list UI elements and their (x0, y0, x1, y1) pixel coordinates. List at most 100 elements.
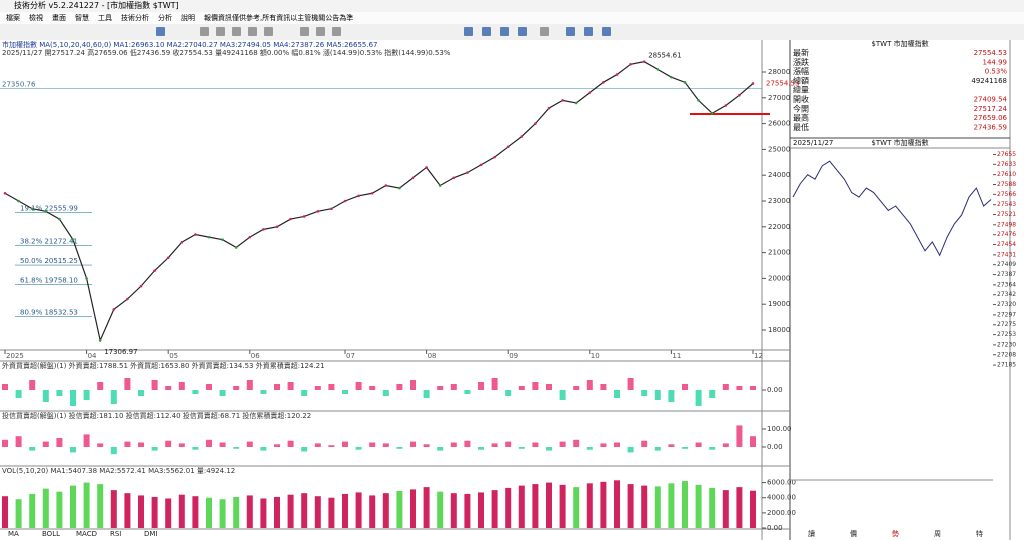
bar (491, 443, 498, 447)
tool-icon[interactable] (500, 27, 509, 36)
bar (423, 390, 430, 398)
bar (314, 386, 321, 390)
menu-item[interactable]: 工具 (98, 14, 112, 22)
y-tick-label: 19000 (768, 300, 790, 308)
menu-item[interactable]: 報價資訊僅供參考,所有資訊以主管機關公告為準 (204, 14, 354, 22)
bar (328, 445, 335, 447)
bar (722, 490, 729, 528)
indicator-tab[interactable]: RSI (110, 530, 121, 538)
bar (219, 442, 226, 447)
bar (736, 425, 743, 447)
price-point (751, 82, 755, 85)
bar (219, 499, 226, 528)
bar (192, 496, 199, 528)
menu-item[interactable]: 技術分析 (121, 14, 149, 22)
tool-icon[interactable] (584, 27, 593, 36)
bar (586, 483, 593, 528)
fib-label: 50.0% 20515.25 (20, 257, 78, 265)
tool-icon[interactable] (482, 27, 491, 36)
menu-item[interactable]: 檢視 (29, 14, 43, 22)
y-tick-label: 2000.00 (767, 509, 796, 517)
price-point (289, 217, 292, 221)
price-point (506, 145, 510, 149)
bar (668, 483, 675, 528)
price-point (629, 62, 632, 66)
side-tab[interactable]: 周 (934, 530, 941, 538)
tool-icon[interactable] (464, 27, 473, 36)
bar (138, 390, 144, 396)
y-tick-label: 27588 (997, 181, 1016, 188)
tool-icon[interactable] (540, 27, 549, 36)
bar (29, 493, 36, 528)
tool-icon[interactable] (200, 27, 209, 36)
bar (83, 482, 90, 528)
bar (246, 441, 253, 447)
bar (83, 390, 90, 400)
x-tick-label: 09 (509, 352, 518, 360)
indicator-tab[interactable]: MA (8, 530, 19, 538)
side-tab[interactable]: 價 (850, 529, 857, 538)
bar (682, 481, 688, 528)
menu-item[interactable]: 檔案 (6, 14, 20, 22)
background (0, 40, 1024, 540)
bar (614, 390, 620, 398)
price-point (642, 60, 646, 63)
bar (654, 486, 661, 528)
bar (70, 485, 76, 528)
tool-icon[interactable] (602, 27, 611, 36)
bar (110, 390, 117, 404)
indicator-tab[interactable]: DMI (144, 530, 158, 538)
quote-value: 27436.59 (974, 123, 1007, 131)
tool-icon[interactable] (332, 27, 341, 36)
tool-icon[interactable] (232, 27, 241, 36)
price-point (466, 171, 469, 174)
bar (165, 498, 172, 528)
price-point (724, 104, 728, 107)
bar (600, 481, 607, 528)
price-point (126, 297, 129, 301)
bar (532, 442, 539, 447)
tool-icon[interactable] (156, 27, 165, 36)
bar (2, 384, 8, 390)
price-point (153, 269, 156, 272)
bar (124, 441, 131, 447)
bar (2, 496, 8, 528)
bar (478, 382, 484, 390)
tool-icon[interactable] (316, 27, 325, 36)
indicator-tab[interactable]: BOLL (42, 530, 60, 538)
menu-item[interactable]: 畫面 (52, 14, 66, 22)
tool-icon[interactable] (264, 27, 273, 36)
bar (165, 386, 172, 390)
tool-icon[interactable] (518, 27, 527, 36)
price-point (30, 207, 34, 211)
menu-item[interactable]: 智慧 (75, 14, 89, 22)
bar (627, 447, 634, 453)
bar (56, 491, 63, 528)
side-tab[interactable]: 特 (976, 529, 983, 538)
intraday-date: 2025/11/27 (793, 139, 833, 147)
bar (192, 447, 199, 450)
side-tab[interactable]: 讀 (808, 529, 815, 538)
y-tick-label: 18000 (768, 326, 790, 334)
bar (396, 490, 403, 528)
price-point (602, 81, 605, 84)
indicator-tab[interactable]: MACD (76, 530, 97, 538)
price-point (98, 339, 102, 342)
y-tick-label: 4000.00 (767, 494, 796, 502)
y-tick-label: 27364 (997, 281, 1016, 288)
bar (42, 488, 49, 528)
menu-item[interactable]: 說明 (181, 14, 195, 22)
tool-icon[interactable] (248, 27, 257, 36)
menu-item[interactable]: 分析 (158, 14, 172, 22)
x-tick-label: 11 (672, 352, 681, 360)
tool-icon[interactable] (216, 27, 225, 36)
bar (750, 386, 756, 390)
quote-title: $TWT 市加權指數 (871, 40, 928, 48)
tool-icon[interactable] (300, 27, 309, 36)
bar (29, 380, 36, 390)
price-point (194, 233, 197, 236)
tool-icon[interactable] (566, 27, 575, 36)
side-tab[interactable]: 勢 (892, 529, 899, 538)
bar (464, 440, 471, 447)
y-tick-label: 27431 (997, 251, 1016, 258)
